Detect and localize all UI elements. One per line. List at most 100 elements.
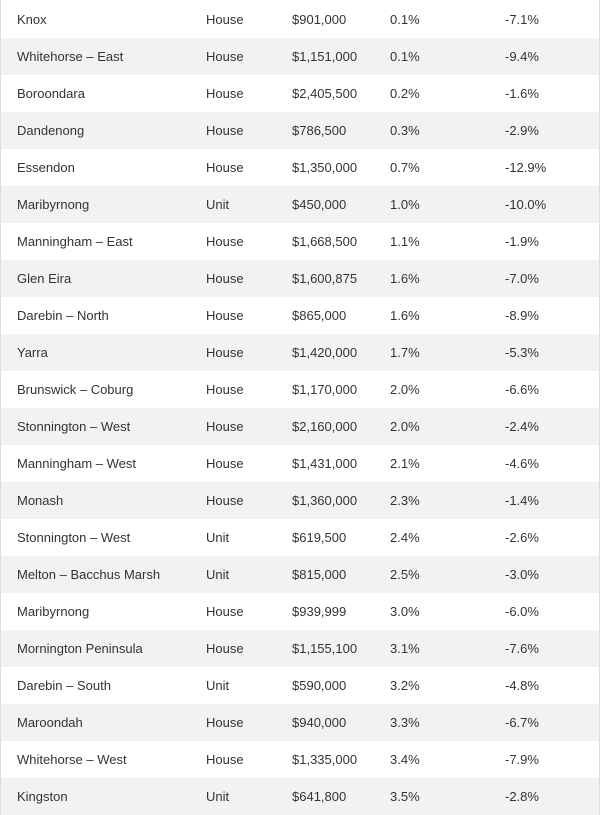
row-median-price-cell: $590,000 (292, 678, 347, 693)
row-median-price-cell: $939,999 (292, 604, 347, 619)
row-change-a-cell: 3.1% (390, 641, 420, 656)
row-region-cell: Essendon (17, 160, 75, 175)
row-median-price-cell: $940,000 (292, 715, 347, 730)
row-change-b-cell: -5.3% (505, 345, 539, 360)
row-type-cell: House (206, 345, 244, 360)
row-median-price-cell: $1,170,000 (292, 382, 358, 397)
row-type-cell: House (206, 49, 244, 64)
row-change-b-cell: -12.9% (505, 160, 547, 175)
row-type-cell: House (206, 604, 244, 619)
row-region-cell: Stonnington – West (17, 419, 131, 434)
row-change-b-cell: -10.0% (505, 197, 547, 212)
row-change-b-cell: -4.8% (505, 678, 539, 693)
table-row: Essendon House $1,350,000 0.7% -12.9% (1, 149, 599, 186)
row-median-price-cell: $786,500 (292, 123, 347, 138)
row-region-cell: Monash (17, 493, 64, 508)
row-change-a-cell: 1.6% (390, 308, 420, 323)
row-median-price-cell: $1,335,000 (292, 752, 358, 767)
row-type-cell: Unit (206, 567, 230, 582)
row-change-b-cell: -7.0% (505, 271, 539, 286)
row-type-cell: House (206, 11, 244, 27)
row-change-a-cell: 0.7% (390, 160, 420, 175)
row-median-price-cell: $1,600,875 (292, 271, 358, 286)
row-region-cell: Mornington Peninsula (17, 641, 143, 656)
row-change-b-cell: -2.9% (505, 123, 539, 138)
row-median-price-cell: $1,360,000 (292, 493, 358, 508)
row-change-a-cell: 0.1% (390, 49, 420, 64)
row-change-b-cell: -1.9% (505, 234, 539, 249)
row-change-a-cell: 3.0% (390, 604, 420, 619)
table-row: Knox House $901,000 0.1% -7.1% (1, 0, 599, 38)
row-change-b-cell: -7.6% (505, 641, 539, 656)
row-change-a-cell: 2.3% (390, 493, 420, 508)
row-change-a-cell: 3.3% (390, 715, 420, 730)
table-row: Glen Eira House $1,600,875 1.6% -7.0% (1, 260, 599, 297)
row-median-price-cell: $865,000 (292, 308, 347, 323)
row-change-a-cell: 2.5% (390, 567, 420, 582)
row-type-cell: Unit (206, 530, 230, 545)
row-change-b-cell: -2.4% (505, 419, 539, 434)
row-type-cell: House (206, 419, 244, 434)
row-change-a-cell: 0.2% (390, 86, 420, 101)
row-median-price-cell: $1,151,000 (292, 49, 358, 64)
row-region-cell: Whitehorse – East (17, 49, 124, 64)
row-change-a-cell: 1.0% (390, 197, 420, 212)
table-row: Stonnington – West Unit $619,500 2.4% -2.6% (1, 519, 599, 556)
row-median-price-cell: $2,405,500 (292, 86, 358, 101)
row-region-cell: Brunswick – Coburg (17, 382, 134, 397)
table-row: Whitehorse – East House $1,151,000 0.1% -9.4… (1, 38, 599, 75)
row-region-cell: Maribyrnong (17, 197, 90, 212)
row-median-price-cell: $901,000 (292, 11, 347, 27)
row-change-b-cell: -4.6% (505, 456, 539, 471)
row-region-cell: Glen Eira (17, 271, 72, 286)
row-change-b-cell: -7.1% (505, 11, 539, 27)
row-change-a-cell: 2.0% (390, 382, 420, 397)
table-row: Darebin – South Unit $590,000 3.2% -4.8% (1, 667, 599, 704)
row-type-cell: Unit (206, 678, 230, 693)
table-row: Maribyrnong Unit $450,000 1.0% -10.0% (1, 186, 599, 223)
table-row: Mornington Peninsula House $1,155,100 3.1% -… (1, 630, 599, 667)
row-median-price-cell: $2,160,000 (292, 419, 358, 434)
row-type-cell: Unit (206, 197, 230, 212)
row-region-cell: Yarra (17, 345, 48, 360)
row-region-cell: Boroondara (17, 86, 85, 101)
row-region-cell: Maribyrnong (17, 604, 90, 619)
row-median-price-cell: $1,350,000 (292, 160, 358, 175)
row-change-a-cell: 2.4% (390, 530, 420, 545)
row-change-a-cell: 0.1% (390, 11, 420, 27)
table-row: Boroondara House $2,405,500 0.2% -1.6% (1, 75, 599, 112)
row-change-a-cell: 0.3% (390, 123, 420, 138)
row-change-a-cell: 3.4% (390, 752, 420, 767)
row-median-price-cell: $641,800 (292, 789, 347, 804)
row-change-a-cell: 1.1% (390, 234, 420, 249)
row-change-b-cell: -1.4% (505, 493, 539, 508)
row-change-a-cell: 2.0% (390, 419, 420, 434)
row-region-cell: Manningham – West (17, 456, 136, 471)
row-type-cell: House (206, 308, 244, 323)
row-region-cell: Manningham – East (17, 234, 133, 249)
table-row: Manningham – West House $1,431,000 2.1% -4.6… (1, 445, 599, 482)
row-change-b-cell: -3.0% (505, 567, 539, 582)
row-region-cell: Stonnington – West (17, 530, 131, 545)
table-row: Darebin – North House $865,000 1.6% -8.9% (1, 297, 599, 334)
table-row: Yarra House $1,420,000 1.7% -5.3% (1, 334, 599, 371)
table-row: Kingston Unit $641,800 3.5% -2.8% (1, 778, 599, 815)
row-median-price-cell: $1,668,500 (292, 234, 358, 249)
row-type-cell: House (206, 715, 244, 730)
table-row: Whitehorse – West House $1,335,000 3.4% -7.9… (1, 741, 599, 778)
row-region-cell: Maroondah (17, 715, 83, 730)
row-type-cell: House (206, 641, 244, 656)
row-type-cell: Unit (206, 789, 230, 804)
row-type-cell: House (206, 271, 244, 286)
row-change-b-cell: -6.0% (505, 604, 539, 619)
row-change-b-cell: -2.6% (505, 530, 539, 545)
table-row: Maroondah House $940,000 3.3% -6.7% (1, 704, 599, 741)
row-change-b-cell: -9.4% (505, 49, 539, 64)
row-type-cell: House (206, 160, 244, 175)
table-row: Dandenong House $786,500 0.3% -2.9% (1, 112, 599, 149)
table-row: Stonnington – West House $2,160,000 2.0% -2.… (1, 408, 599, 445)
row-median-price-cell: $1,420,000 (292, 345, 358, 360)
row-region-cell: Kingston (17, 789, 68, 804)
row-type-cell: House (206, 382, 244, 397)
row-change-b-cell: -2.8% (505, 789, 539, 804)
